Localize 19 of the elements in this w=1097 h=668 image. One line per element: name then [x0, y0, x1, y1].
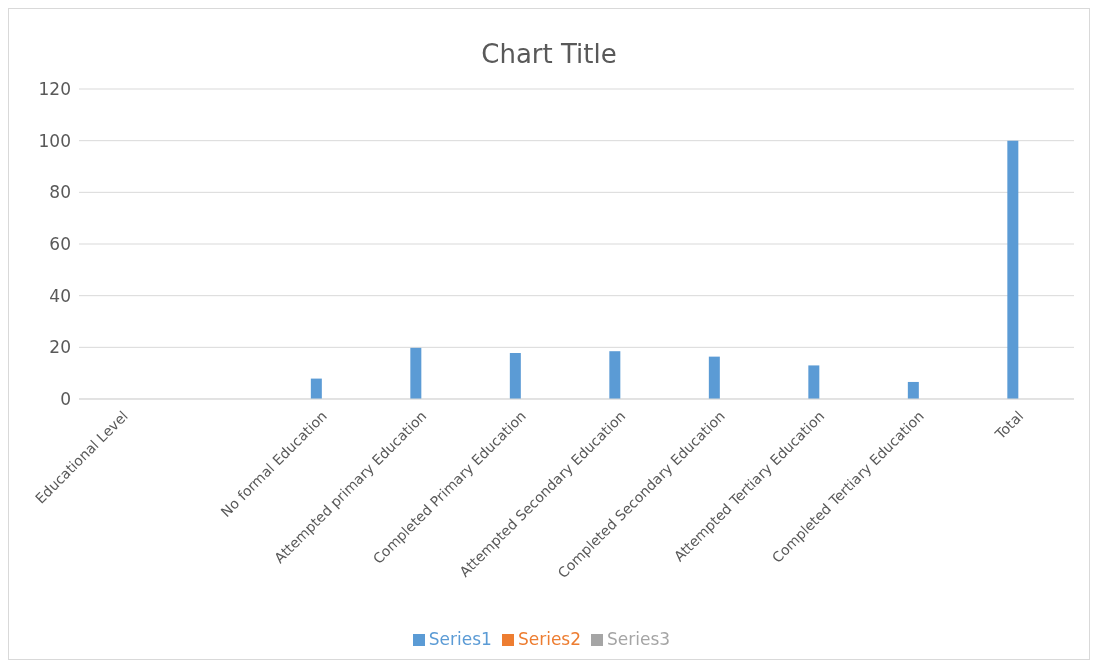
y-tick-label: 80	[49, 182, 71, 203]
chart-title: Chart Title	[480, 38, 618, 71]
y-tick-label: 0	[60, 389, 71, 410]
y-tick-label: 120	[38, 79, 71, 100]
bar	[708, 356, 720, 399]
bar	[609, 351, 621, 399]
legend-label: Series3	[607, 629, 671, 649]
y-tick-label: 100	[38, 130, 71, 151]
bar	[808, 365, 820, 399]
legend-label: Series2	[517, 629, 582, 649]
bar	[310, 378, 322, 399]
bar	[907, 381, 919, 399]
legend-label: Series1	[428, 629, 492, 649]
bar	[410, 347, 422, 399]
bar	[1007, 140, 1019, 399]
y-tick-label: 20	[49, 337, 71, 358]
y-tick-label: 40	[49, 285, 71, 306]
y-tick-label: 60	[49, 234, 71, 255]
bar	[509, 353, 521, 399]
